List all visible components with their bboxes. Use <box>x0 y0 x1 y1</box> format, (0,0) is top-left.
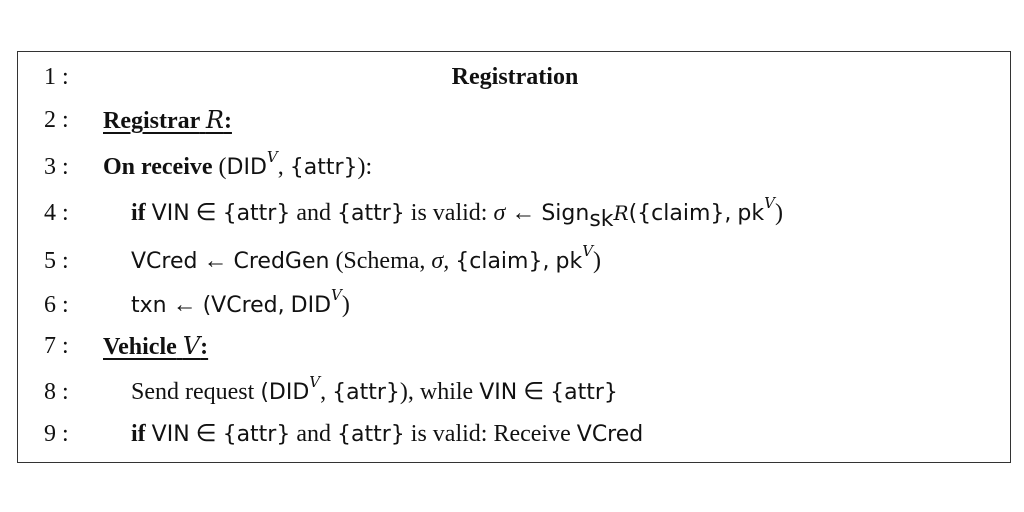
attr-set: {attr} <box>289 155 358 180</box>
assign-arrow: ← <box>511 200 536 226</box>
receive-text: Receive <box>493 421 571 447</box>
element-of-symbol: ∈ <box>195 421 217 447</box>
vehicle-superscript: V <box>309 373 321 391</box>
vehicle-symbol: V <box>182 332 201 360</box>
if-keyword: if <box>131 421 146 447</box>
did-text: DID <box>290 293 332 318</box>
did-text: (DID <box>260 380 310 405</box>
assign-arrow: ← <box>172 292 197 318</box>
attr-set: {attr} <box>337 422 405 447</box>
if-keyword: if <box>131 200 146 226</box>
line-number: 2 : <box>44 107 69 133</box>
attr-set: {attr} <box>332 380 400 405</box>
claim-set: {claim}, <box>455 249 550 274</box>
credgen-line: VCred ← CredGen (Schema, σ, {claim}, pkV… <box>131 243 601 280</box>
line-number: 6 : <box>44 292 69 318</box>
is-valid-text: is valid: <box>410 421 488 447</box>
comma: , <box>277 154 284 180</box>
vcred-text: VCred <box>576 422 644 447</box>
if-valid-sign-line: if VIN ∈ {attr} and {attr} is valid: σ ←… <box>131 195 783 232</box>
element-of-symbol: ∈ <box>523 379 545 405</box>
line-number: 5 : <box>44 248 69 274</box>
and-text: and <box>296 421 332 447</box>
on-receive-keyword: On receive <box>103 154 213 180</box>
vehicle-superscript: V <box>764 194 775 212</box>
vehicle-label: Vehicle <box>103 334 177 360</box>
vehicle-superscript: V <box>582 242 594 260</box>
line-number: 8 : <box>44 379 69 405</box>
vin-text: VIN <box>479 380 518 405</box>
line-number: 7 : <box>44 333 69 359</box>
paren: ): <box>357 154 373 180</box>
txn-line: txn ← (VCred, DIDV) <box>131 287 350 324</box>
txn-text: txn <box>131 293 167 318</box>
pk-text: pk <box>737 201 765 226</box>
attr-set: {attr} <box>550 380 618 405</box>
sign-function: Sign <box>541 201 590 226</box>
registrar-label: Registrar <box>103 108 200 134</box>
send-request-text: Send request <box>131 379 255 405</box>
pk-text: pk <box>555 249 583 274</box>
sigma-symbol: σ <box>493 200 506 226</box>
vehicle-heading: Vehicle V: <box>103 328 208 365</box>
assign-arrow: ← <box>203 248 228 274</box>
colon: : <box>200 334 209 360</box>
paren: ( <box>218 154 227 180</box>
registrar-symbol: R <box>613 201 629 225</box>
is-valid-text: is valid: <box>410 200 488 226</box>
comma: , <box>320 379 327 405</box>
vehicle-superscript: V <box>331 286 342 304</box>
if-valid-receive-line: if VIN ∈ {attr} and {attr} is valid: Rec… <box>131 416 643 453</box>
schema-arg: (Schema, <box>335 248 426 274</box>
sk-subscript: sk <box>589 206 614 232</box>
algorithm-title: Registration <box>451 64 579 90</box>
line-number: 1 : <box>44 64 69 90</box>
vcred-text: VCred <box>131 249 198 274</box>
attr-set: {attr} <box>222 422 291 447</box>
algorithm-box: 1 : Registration 2 : Registrar R: 3 : On… <box>17 51 1011 463</box>
line-number: 9 : <box>44 421 69 447</box>
paren: ) <box>341 292 350 318</box>
algorithm-line-1: 1 : Registration <box>18 59 1012 95</box>
while-text: ), while <box>399 379 474 405</box>
vehicle-superscript: V <box>266 148 278 166</box>
attr-set: {attr} <box>337 201 405 226</box>
registrar-symbol: R <box>205 106 224 134</box>
element-of-symbol: ∈ <box>195 200 217 226</box>
credgen-function: CredGen <box>233 249 330 274</box>
claim-args: ({claim}, <box>628 201 732 226</box>
did-text: DID <box>226 155 267 180</box>
vcred-arg: (VCred, <box>202 293 285 318</box>
sigma-symbol: σ, <box>431 248 450 274</box>
paren: ) <box>774 200 783 226</box>
colon: : <box>223 108 232 134</box>
and-text: and <box>296 200 332 226</box>
line-number: 3 : <box>44 154 69 180</box>
on-receive-line: On receive (DIDV, {attr}): <box>103 149 372 186</box>
send-request-line: Send request (DIDV, {attr}), while VIN ∈… <box>131 374 618 411</box>
registrar-heading: Registrar R: <box>103 102 232 139</box>
line-number: 4 : <box>44 200 69 226</box>
vin-text: VIN <box>151 201 190 226</box>
vin-text: VIN <box>151 422 190 447</box>
attr-set: {attr} <box>222 201 291 226</box>
paren: ) <box>593 248 602 274</box>
